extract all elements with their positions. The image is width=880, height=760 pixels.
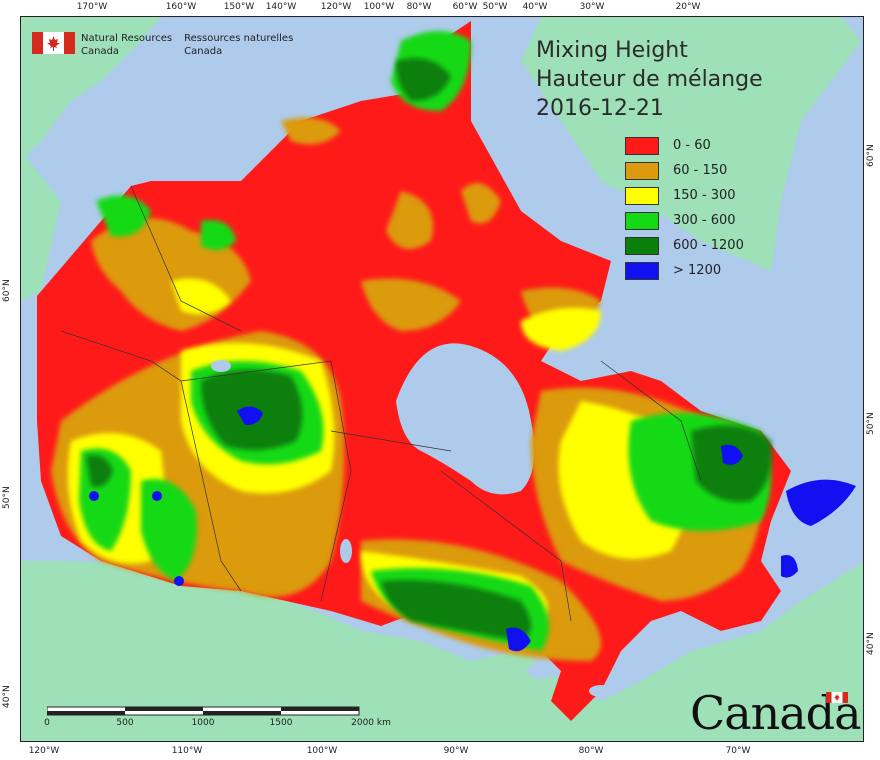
agency-name-french: Ressources naturelles Canada — [184, 32, 293, 58]
map-svg — [21, 17, 863, 741]
scale-bar-graphic — [46, 706, 360, 716]
zone-over-1200 — [89, 491, 99, 501]
legend: 0 - 60 60 - 150 150 - 300 300 - 600 600 … — [625, 133, 744, 283]
legend-item: 0 - 60 — [625, 133, 744, 158]
scale-bar: 0 500 1000 1500 2000 km — [44, 704, 391, 728]
graticule-bottom-label: 100°W — [306, 746, 338, 756]
zone-300-600 — [141, 479, 197, 581]
hudson-bay — [396, 343, 535, 495]
scale-label: 1500 — [269, 718, 293, 728]
foreign-land-greenland — [521, 17, 861, 271]
foreign-land-us — [21, 151, 61, 301]
graticule-right-label: 60°N — [866, 144, 876, 167]
graticule-top-label: 140°W — [265, 2, 297, 12]
graticule-bottom-label: 80°W — [578, 746, 604, 756]
lake — [589, 685, 613, 697]
zone-300-600 — [201, 220, 236, 250]
boundaries — [60, 185, 702, 622]
zone-150-300 — [521, 307, 601, 351]
zone-over-1200 — [781, 555, 798, 578]
scale-label: 500 — [116, 718, 134, 728]
zone-60-150 — [361, 278, 461, 331]
legend-label: > 1200 — [673, 263, 722, 278]
graticule-right-label: 50°N — [866, 412, 876, 435]
legend-swatch — [625, 161, 659, 180]
agency-line: Ressources naturelles — [184, 33, 294, 44]
graticule-bottom-label: 90°W — [443, 746, 469, 756]
scale-label: 0 — [44, 718, 50, 728]
map-date: 2016-12-21 — [536, 96, 664, 121]
canada-flag-icon — [32, 32, 75, 54]
map-title-block: Mixing Height Hauteur de mélange 2016-12… — [536, 36, 763, 123]
legend-label: 150 - 300 — [673, 188, 736, 203]
zone-over-1200 — [174, 576, 184, 586]
map-title-english: Mixing Height — [536, 38, 688, 63]
agency-signature: Natural Resources Canada Ressources natu… — [32, 32, 293, 58]
graticule-top-label: 20°W — [675, 2, 701, 12]
legend-item: 60 - 150 — [625, 158, 744, 183]
legend-swatch — [625, 236, 659, 255]
legend-label: 0 - 60 — [673, 138, 711, 153]
map-title-french: Hauteur de mélange — [536, 67, 763, 92]
zone-600-1200 — [86, 455, 113, 487]
agency-name-english: Natural Resources Canada — [81, 32, 172, 58]
legend-swatch — [625, 211, 659, 230]
graticule-top-label: 50°W — [482, 2, 508, 12]
agency-line: Canada — [81, 46, 120, 57]
wordmark-flag-icon — [826, 692, 848, 703]
graticule-right-label: 40°N — [866, 632, 876, 655]
graticule-left-label: 40°N — [2, 685, 12, 708]
legend-swatch — [625, 261, 659, 280]
zone-over-1200 — [721, 444, 743, 465]
map-canvas[interactable] — [20, 16, 864, 742]
graticule-top-label: 170°W — [76, 2, 108, 12]
zone-150-300 — [171, 278, 231, 315]
zone-600-1200 — [381, 580, 531, 641]
zone-60-150 — [386, 191, 433, 249]
zone-over-1200 — [786, 479, 856, 526]
legend-swatch — [625, 136, 659, 155]
legend-item: 300 - 600 — [625, 208, 744, 233]
agency-line: Canada — [184, 46, 223, 57]
scale-label: 2000 km — [351, 718, 391, 728]
graticule-top-label: 40°W — [522, 2, 548, 12]
zone-300-600 — [96, 195, 151, 237]
scale-label: 1000 — [191, 718, 215, 728]
lake — [340, 539, 352, 563]
legend-item: > 1200 — [625, 258, 744, 283]
zone-over-1200 — [506, 627, 531, 652]
graticule-top-label: 80°W — [406, 2, 432, 12]
legend-label: 60 - 150 — [673, 163, 728, 178]
zone-60-150 — [281, 117, 341, 145]
graticule-top-label: 150°W — [223, 2, 255, 12]
legend-label: 300 - 600 — [673, 213, 736, 228]
graticule-top-label: 160°W — [165, 2, 197, 12]
legend-label: 600 - 1200 — [673, 238, 744, 253]
foreign-land-us — [21, 560, 863, 741]
legend-item: 600 - 1200 — [625, 233, 744, 258]
legend-item: 150 - 300 — [625, 183, 744, 208]
lake — [527, 663, 555, 679]
legend-swatch — [625, 186, 659, 205]
graticule-bottom-label: 110°W — [171, 746, 203, 756]
graticule-top-label: 60°W — [452, 2, 478, 12]
zone-600-1200 — [396, 58, 451, 101]
graticule-top-label: 120°W — [320, 2, 352, 12]
zone-over-1200 — [152, 491, 162, 501]
graticule-top-label: 100°W — [363, 2, 395, 12]
graticule-left-label: 60°N — [2, 279, 12, 302]
graticule-bottom-label: 70°W — [725, 746, 751, 756]
graticule-bottom-label: 120°W — [28, 746, 60, 756]
graticule-top-label: 30°W — [579, 2, 605, 12]
graticule-left-label: 50°N — [2, 486, 12, 509]
zone-over-1200 — [237, 406, 263, 426]
agency-line: Natural Resources — [81, 33, 173, 44]
zone-60-150 — [461, 183, 501, 224]
lake — [211, 360, 231, 372]
